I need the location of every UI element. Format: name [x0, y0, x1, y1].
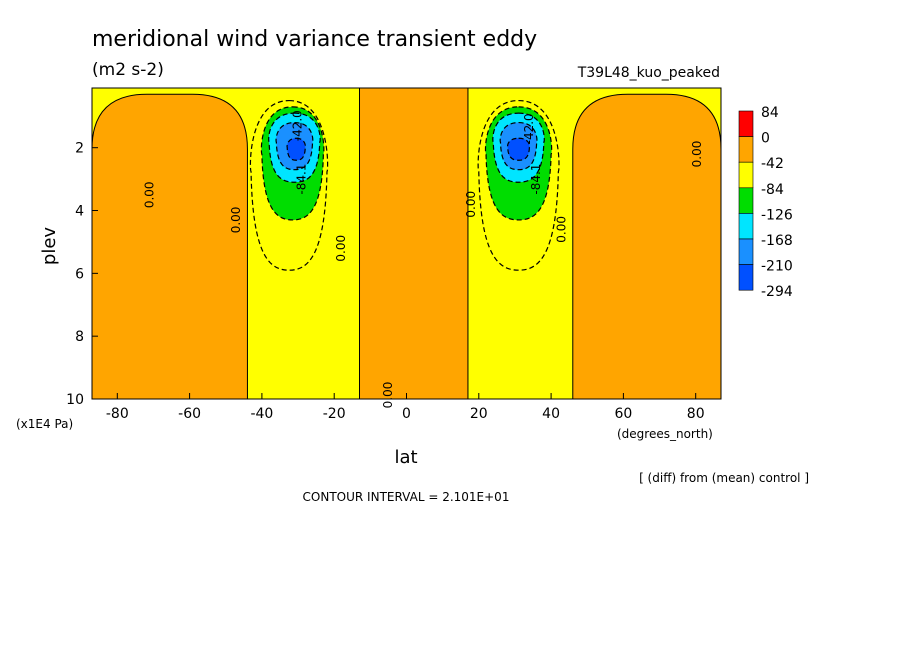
contour-band-11 — [287, 138, 306, 161]
y-tick-label-0: 2 — [75, 141, 84, 157]
x-tick-label-8: 80 — [687, 406, 705, 422]
diff-note: [ (diff) from (mean) control ] — [639, 471, 809, 485]
legend-swatch-4 — [738, 213, 754, 240]
y-tick-label-1: 4 — [75, 204, 84, 220]
legend-label-6: -210 — [761, 259, 793, 275]
chart-title: meridional wind variance transient eddy — [92, 27, 537, 52]
x-tick-label-2: -40 — [250, 406, 273, 422]
x-tick-label-4: 0 — [402, 406, 411, 422]
contour-line-8 — [492, 112, 545, 183]
legend-label-2: -42 — [761, 156, 784, 172]
legend-label-1: 0 — [761, 131, 770, 147]
plot-area: -42.0 0.00 0.00 0.00 -84.1 -42.0 0.00 0.00 0.00 -… — [91, 87, 722, 408]
y-axis: 2 4 6 8 10 — [66, 141, 98, 408]
legend-label-5: -168 — [761, 233, 793, 249]
y-axis-label: plev — [39, 227, 60, 266]
y-tick-label-4: 10 — [66, 392, 84, 408]
legend-swatch-6 — [738, 264, 754, 291]
x-axis: -80 -60 -40 -20 0 20 40 60 80 — [106, 393, 705, 422]
contour-bands — [92, 88, 721, 399]
contour-label-8: 0.00 — [690, 141, 704, 168]
contour-line-5 — [260, 106, 325, 221]
y-tick-label-2: 6 — [75, 266, 84, 282]
y-unit-label: (x1E4 Pa) — [16, 417, 73, 431]
x-tick-label-7: 60 — [614, 406, 632, 422]
colorbar-legend: 84 0 -42 -84 -126 -168 -210 -294 — [738, 105, 793, 300]
x-unit-label: (degrees_north) — [617, 427, 713, 441]
x-tick-label-5: 20 — [470, 406, 488, 422]
x-tick-label-0: -80 — [106, 406, 129, 422]
legend-swatch-5 — [738, 238, 754, 265]
y-tick-label-3: 8 — [75, 329, 84, 345]
contour-band-0 — [92, 94, 248, 399]
contour-line-0 — [91, 93, 248, 400]
contour-label-2: 0.00 — [229, 207, 243, 234]
contour-line-6 — [484, 106, 553, 221]
contour-band-12 — [507, 138, 530, 161]
contour-label-4: -84.1 — [294, 164, 308, 195]
contour-line-7 — [268, 112, 321, 183]
legend-swatch-1 — [738, 136, 754, 163]
contour-label-5: -42.0 — [522, 113, 536, 144]
contour-label-6: 0.00 — [464, 191, 478, 218]
contour-line-4 — [477, 99, 560, 271]
contour-line-10 — [499, 121, 538, 171]
contour-label-10: 0.00 — [381, 382, 395, 409]
x-tick-label-1: -60 — [178, 406, 201, 422]
legend-label-7: -294 — [761, 284, 793, 300]
chart-units: (m2 s-2) — [92, 60, 164, 80]
legend-swatch-0 — [738, 110, 754, 137]
contour-line-9 — [275, 121, 314, 171]
contour-line-3 — [249, 99, 329, 271]
x-axis-label: lat — [394, 447, 417, 468]
experiment-label: T39L48_kuo_peaked — [577, 65, 720, 81]
legend-label-0: 84 — [761, 105, 779, 121]
contour-label-9: -84.1 — [529, 164, 543, 195]
contour-label-3: 0.00 — [334, 235, 348, 262]
x-tick-label-6: 40 — [542, 406, 560, 422]
x-tick-label-3: -20 — [323, 406, 346, 422]
contour-band-2 — [572, 94, 721, 399]
contour-band-1 — [359, 88, 468, 399]
legend-label-4: -126 — [761, 207, 793, 223]
legend-label-3: -84 — [761, 182, 784, 198]
contour-line-12 — [506, 137, 531, 161]
contour-label-1: 0.00 — [142, 181, 156, 208]
legend-swatch-2 — [738, 161, 754, 189]
legend-swatch-3 — [738, 187, 754, 214]
contour-line-11 — [286, 137, 307, 161]
contour-labels: -42.0 0.00 0.00 0.00 -84.1 -42.0 0.00 0.00 0.00 -… — [142, 110, 704, 408]
contour-interval-text: CONTOUR INTERVAL = 2.101E+01 — [303, 490, 510, 504]
contour-label-0: -42.0 — [291, 110, 305, 141]
contour-label-7: 0.00 — [555, 216, 569, 243]
contour-line-2 — [572, 93, 722, 400]
